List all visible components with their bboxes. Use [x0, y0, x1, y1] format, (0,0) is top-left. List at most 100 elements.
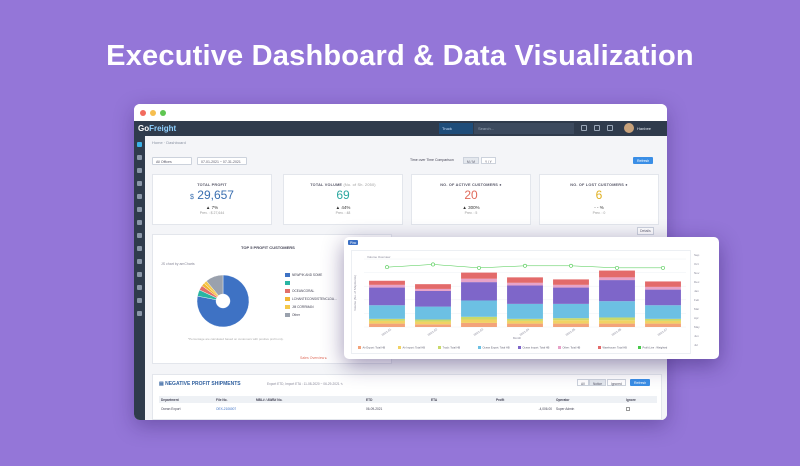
kpi-previous: Prev. : 48 [335, 211, 351, 215]
bar-segment [553, 279, 589, 285]
side-item[interactable]: Dec [694, 280, 700, 284]
bar-segment [645, 289, 681, 306]
user-name: Hanbee [637, 125, 652, 131]
side-item[interactable]: Jan [694, 289, 699, 293]
kpi-label: TOTAL VOLUME (No. of Sh. 2050) [310, 183, 376, 187]
pie-slice [206, 274, 224, 296]
side-item[interactable]: Sep [694, 253, 700, 257]
kpi-change: - - % [594, 205, 604, 210]
col-eta[interactable]: ETA [431, 397, 438, 402]
cell-file-no[interactable]: OEX-2106007 [216, 406, 237, 411]
sidebar-item-documents-icon[interactable] [137, 259, 142, 264]
user-menu[interactable]: Hanbee [624, 123, 651, 133]
sidebar-item-tools-icon[interactable] [137, 298, 142, 303]
legend-swatch [478, 346, 481, 349]
sidebar-item-tracking-icon[interactable] [137, 246, 142, 251]
bar-segment [415, 284, 451, 289]
col-file-no[interactable]: File No. [216, 397, 228, 402]
sidebar-item-accounting-icon[interactable] [137, 220, 142, 225]
search-scope-select[interactable]: Truck [439, 123, 473, 134]
kpi-total-profit[interactable]: TOTAL PROFIT $ 29,657 ▲ 7% Prev. : $ 27,… [152, 174, 272, 225]
tab-ignored[interactable]: Ignored [607, 379, 626, 386]
breadcrumb[interactable]: Home · Dashboard [152, 140, 186, 145]
pie-slice [196, 274, 250, 328]
bar-segment [507, 323, 543, 327]
col-etd[interactable]: ETD [366, 397, 373, 402]
kpi-label: NO. OF LOST CUSTOMERS ● [570, 183, 628, 187]
side-item[interactable]: Jun [694, 334, 699, 338]
col-profit[interactable]: Profit [496, 397, 505, 402]
refresh-button[interactable]: Refresh [633, 157, 654, 164]
side-item[interactable]: Mar [694, 307, 700, 311]
close-window-dot[interactable] [140, 109, 146, 116]
page-headline: Executive Dashboard & Data Visualization [106, 40, 694, 72]
tab-notice[interactable]: Notice [589, 379, 607, 386]
bar-segment [599, 270, 635, 278]
sales-overview-link[interactable]: Sales Overview ▸ [300, 356, 328, 360]
bar-segment [599, 317, 635, 321]
bar-segment [461, 272, 497, 279]
bar-segment [507, 320, 543, 324]
sidebar-item-report-icon[interactable] [137, 233, 142, 238]
negative-refresh-button[interactable]: Refresh [630, 379, 651, 386]
negative-profit-shipments-panel: ▤ NEGATIVE PROFIT SHIPMENTS Export ETD, … [152, 374, 662, 420]
tab-all[interactable]: All [577, 379, 589, 386]
side-item[interactable]: Feb [694, 298, 700, 302]
sidebar-item-contacts-icon[interactable] [137, 207, 142, 212]
col-ignore[interactable]: Ignore [626, 397, 636, 402]
legend-item[interactable]: NEWPIK AND SOME [285, 271, 337, 279]
legend-item[interactable] [285, 279, 337, 287]
side-item[interactable]: May [694, 325, 700, 329]
minimize-window-dot[interactable] [150, 109, 156, 116]
side-item[interactable]: Apr [694, 316, 699, 320]
table-row[interactable]: Ocean Export OEX-2106007 06-09-2021 -4,0… [159, 405, 657, 412]
profit-point [523, 263, 527, 268]
side-item[interactable]: Jul [694, 343, 698, 347]
col-mbl[interactable]: MBL# / AWB# No. [256, 397, 283, 402]
side-item[interactable]: Oct [694, 262, 699, 266]
pie-chart[interactable] [193, 271, 253, 331]
kpi-active-customers[interactable]: NO. OF ACTIVE CUSTOMERS ● 20 ▲ 300% Prev… [411, 174, 531, 225]
side-item[interactable]: Nov [694, 271, 700, 275]
col-operator[interactable]: Operator [556, 397, 570, 402]
sidebar-item-settings-icon[interactable] [137, 285, 142, 290]
legend-item[interactable]: LCHANTECONSISTENCLDA... [285, 295, 337, 303]
volume-chart-popup: Pinc Volume (No. of Shipments) 2021-01 202… [344, 237, 719, 359]
sidebar-item-stats-icon[interactable] [137, 272, 142, 277]
col-department[interactable]: Department [161, 397, 179, 402]
bell-icon[interactable] [594, 125, 600, 131]
sidebar-item-warehouse-icon[interactable] [137, 194, 142, 199]
mode-yy-toggle[interactable]: Y / Y [481, 157, 496, 164]
legend-swatch [518, 346, 521, 349]
mode-mm-toggle[interactable]: M / M [463, 157, 479, 164]
bar-segment [645, 318, 681, 321]
office-select[interactable]: All Offices [152, 157, 192, 165]
legend-item[interactable]: JM CORRMAN [285, 303, 337, 311]
date-range-input[interactable]: 07-01-2021 ~ 07-31-2021 [197, 157, 247, 165]
mail-icon[interactable] [607, 125, 613, 131]
stacked-bar-chart[interactable]: Volume (No. of Shipments) 2021-01 2021-02 2… [352, 251, 692, 355]
sidebar-item-dashboard-icon[interactable] [137, 142, 142, 147]
bar-segment [415, 319, 451, 322]
chart-credit[interactable]: JS chart by amCharts [161, 262, 195, 266]
maximize-window-dot[interactable] [160, 109, 166, 116]
profit-point [477, 265, 481, 270]
sidebar-item-air-icon[interactable] [137, 168, 142, 173]
legend-item[interactable]: Other [285, 311, 337, 319]
search-input[interactable]: Search... [474, 123, 574, 134]
details-button[interactable]: Details [637, 227, 654, 235]
kpi-total-volume[interactable]: TOTAL VOLUME (No. of Sh. 2050) 69 ▲ 44% … [283, 174, 403, 225]
negative-subtitle[interactable]: Export ETD, Import ETA : 11-08-2020 ~ 06… [267, 382, 344, 386]
legend-swatch [358, 346, 361, 349]
cell-ignore[interactable] [624, 405, 654, 412]
sidebar-item-truck-icon[interactable] [137, 181, 142, 186]
app-logo[interactable]: GoFreight [138, 124, 177, 133]
kpi-label: TOTAL PROFIT [197, 183, 227, 187]
sidebar-item-ocean-icon[interactable] [137, 155, 142, 160]
kpi-lost-customers[interactable]: NO. OF LOST CUSTOMERS ● 6 - - % Prev. : … [539, 174, 659, 225]
grid-icon[interactable] [581, 125, 587, 131]
bar-segment [599, 323, 635, 327]
sidebar-item-help-icon[interactable] [137, 311, 142, 316]
ignore-checkbox[interactable] [626, 406, 630, 411]
legend-item[interactable]: OCEANCORAL [285, 287, 337, 295]
